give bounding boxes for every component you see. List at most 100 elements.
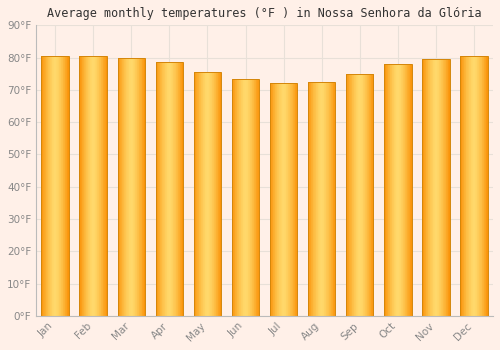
Bar <box>104 56 105 316</box>
Bar <box>386 64 387 316</box>
Bar <box>143 58 144 316</box>
Bar <box>291 83 292 316</box>
Bar <box>310 82 311 316</box>
Bar <box>240 79 241 316</box>
Bar <box>274 83 276 316</box>
Bar <box>180 62 181 316</box>
Bar <box>256 79 257 316</box>
Bar <box>52 56 53 316</box>
Bar <box>392 64 393 316</box>
Bar <box>173 62 174 316</box>
Bar <box>328 82 330 316</box>
Bar <box>440 59 441 316</box>
Bar <box>390 64 391 316</box>
Bar <box>244 79 245 316</box>
Bar <box>326 82 327 316</box>
Bar <box>170 62 172 316</box>
Bar <box>270 83 297 316</box>
Bar <box>478 56 479 316</box>
Bar <box>85 56 86 316</box>
Bar <box>232 79 233 316</box>
Bar <box>250 79 251 316</box>
Bar <box>423 59 424 316</box>
Bar <box>255 79 256 316</box>
Bar <box>434 59 436 316</box>
Bar <box>89 56 90 316</box>
Bar <box>84 56 85 316</box>
Bar <box>285 83 286 316</box>
Bar <box>443 59 444 316</box>
Bar <box>313 82 314 316</box>
Bar <box>127 58 128 316</box>
Bar <box>51 56 52 316</box>
Bar <box>236 79 238 316</box>
Bar <box>348 74 349 316</box>
Bar <box>399 64 400 316</box>
Bar <box>425 59 426 316</box>
Bar <box>389 64 390 316</box>
Bar <box>370 74 371 316</box>
Bar <box>86 56 87 316</box>
Bar <box>136 58 137 316</box>
Bar <box>124 58 125 316</box>
Bar <box>126 58 127 316</box>
Bar <box>407 64 408 316</box>
Bar <box>316 82 317 316</box>
Bar <box>293 83 294 316</box>
Bar <box>294 83 296 316</box>
Bar <box>172 62 173 316</box>
Bar <box>444 59 445 316</box>
Bar <box>368 74 370 316</box>
Bar <box>272 83 274 316</box>
Bar <box>210 72 211 316</box>
Bar <box>120 58 121 316</box>
Bar <box>284 83 285 316</box>
Bar <box>464 56 465 316</box>
Bar <box>362 74 363 316</box>
Bar <box>233 79 234 316</box>
Bar <box>92 56 93 316</box>
Bar <box>194 72 195 316</box>
Bar <box>170 62 171 316</box>
Bar <box>442 59 443 316</box>
Bar <box>397 64 398 316</box>
Bar <box>141 58 142 316</box>
Bar <box>208 72 209 316</box>
Bar <box>251 79 252 316</box>
Bar <box>318 82 319 316</box>
Bar <box>242 79 243 316</box>
Bar <box>103 56 104 316</box>
Bar <box>53 56 54 316</box>
Bar <box>68 56 69 316</box>
Bar <box>396 64 397 316</box>
Bar <box>448 59 449 316</box>
Bar <box>202 72 203 316</box>
Bar <box>57 56 58 316</box>
Bar <box>411 64 412 316</box>
Bar <box>47 56 48 316</box>
Bar <box>45 56 46 316</box>
Bar <box>129 58 130 316</box>
Bar <box>157 62 158 316</box>
Bar <box>364 74 366 316</box>
Bar <box>44 56 45 316</box>
Bar <box>138 58 139 316</box>
Bar <box>468 56 469 316</box>
Bar <box>80 56 107 316</box>
Bar <box>162 62 163 316</box>
Bar <box>480 56 481 316</box>
Bar <box>463 56 464 316</box>
Bar <box>406 64 407 316</box>
Bar <box>351 74 352 316</box>
Bar <box>409 64 410 316</box>
Bar <box>214 72 215 316</box>
Bar <box>432 59 433 316</box>
Bar <box>67 56 68 316</box>
Bar <box>48 56 49 316</box>
Bar <box>358 74 359 316</box>
Bar <box>447 59 448 316</box>
Bar <box>90 56 91 316</box>
Bar <box>158 62 159 316</box>
Bar <box>402 64 404 316</box>
Bar <box>156 62 157 316</box>
